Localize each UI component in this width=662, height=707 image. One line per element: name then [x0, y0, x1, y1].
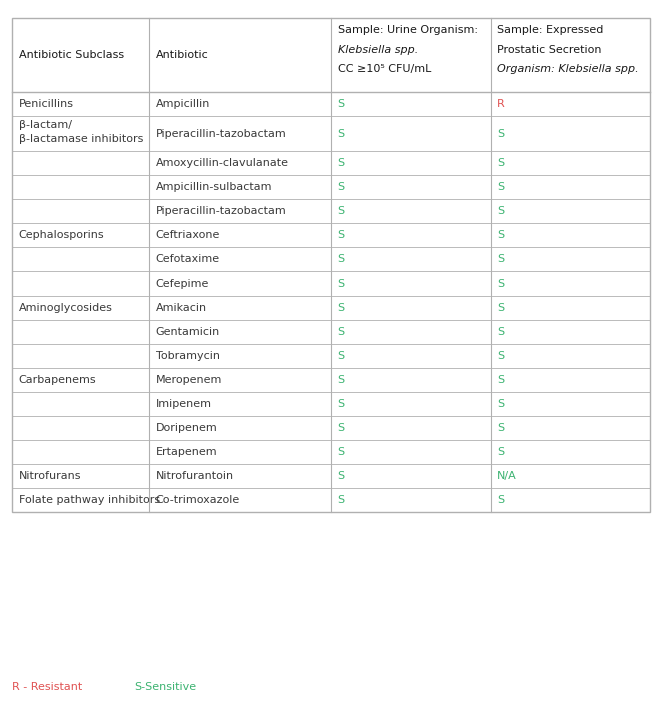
Text: S: S	[338, 303, 345, 312]
Text: CC ≥10⁵ CFU/mL: CC ≥10⁵ CFU/mL	[338, 64, 431, 74]
Text: Imipenem: Imipenem	[156, 399, 212, 409]
Text: S: S	[338, 206, 345, 216]
Text: S: S	[497, 279, 504, 288]
Text: Ampicillin: Ampicillin	[156, 99, 210, 109]
Text: Organism: Klebsiella spp.: Organism: Klebsiella spp.	[497, 64, 639, 74]
Text: Penicillins: Penicillins	[19, 99, 73, 109]
Text: S: S	[338, 375, 345, 385]
Text: S: S	[497, 399, 504, 409]
Text: Amoxycillin-clavulanate: Amoxycillin-clavulanate	[156, 158, 289, 168]
Text: Meropenem: Meropenem	[156, 375, 222, 385]
Text: N/A: N/A	[497, 471, 517, 481]
Text: S: S	[497, 158, 504, 168]
Text: S: S	[338, 158, 345, 168]
Text: Prostatic Secretion: Prostatic Secretion	[497, 45, 602, 54]
Text: S: S	[497, 206, 504, 216]
Text: R: R	[497, 99, 505, 109]
Text: Piperacillin-tazobactam: Piperacillin-tazobactam	[156, 206, 287, 216]
Text: Co-trimoxazole: Co-trimoxazole	[156, 495, 240, 505]
Text: Amikacin: Amikacin	[156, 303, 207, 312]
Text: Ertapenem: Ertapenem	[156, 447, 217, 457]
Text: S: S	[497, 447, 504, 457]
Text: S: S	[338, 327, 345, 337]
Text: S: S	[338, 399, 345, 409]
Text: Aminoglycosides: Aminoglycosides	[19, 303, 113, 312]
Text: Folate pathway inhibitors: Folate pathway inhibitors	[19, 495, 160, 505]
Text: Nitrofurantoin: Nitrofurantoin	[156, 471, 234, 481]
Text: S: S	[338, 495, 345, 505]
Text: Antibiotic Subclass: Antibiotic Subclass	[19, 49, 124, 60]
Text: S: S	[338, 279, 345, 288]
Text: S: S	[338, 230, 345, 240]
Text: Piperacillin-tazobactam: Piperacillin-tazobactam	[156, 129, 287, 139]
Text: S: S	[338, 129, 345, 139]
Text: S: S	[338, 182, 345, 192]
Text: R - Resistant: R - Resistant	[12, 682, 82, 692]
Text: S-Sensitive: S-Sensitive	[134, 682, 197, 692]
Text: S: S	[497, 230, 504, 240]
Text: S: S	[338, 447, 345, 457]
Text: S: S	[497, 182, 504, 192]
Text: Doripenem: Doripenem	[156, 423, 218, 433]
Text: Klebsiella spp.: Klebsiella spp.	[338, 45, 418, 54]
Text: S: S	[338, 423, 345, 433]
Text: Cephalosporins: Cephalosporins	[19, 230, 104, 240]
Text: Sample: Expressed: Sample: Expressed	[497, 25, 604, 35]
Text: S: S	[497, 255, 504, 264]
Text: Tobramycin: Tobramycin	[156, 351, 220, 361]
Text: Cefotaxime: Cefotaxime	[156, 255, 220, 264]
Text: β-lactam/: β-lactam/	[19, 120, 71, 130]
Text: Nitrofurans: Nitrofurans	[19, 471, 81, 481]
Text: Ampicillin-sulbactam: Ampicillin-sulbactam	[156, 182, 272, 192]
Text: Carbapenems: Carbapenems	[19, 375, 96, 385]
Text: Gentamicin: Gentamicin	[156, 327, 220, 337]
Text: β-lactamase inhibitors: β-lactamase inhibitors	[19, 134, 143, 144]
Text: Ceftriaxone: Ceftriaxone	[156, 230, 220, 240]
Text: S: S	[497, 351, 504, 361]
Text: Sample: Urine Organism:: Sample: Urine Organism:	[338, 25, 477, 35]
Text: S: S	[338, 471, 345, 481]
Text: S: S	[497, 423, 504, 433]
Text: S: S	[338, 99, 345, 109]
Bar	[12, 18, 650, 512]
Text: S: S	[497, 129, 504, 139]
Text: S: S	[497, 303, 504, 312]
Text: S: S	[497, 495, 504, 505]
Text: Antibiotic: Antibiotic	[156, 49, 209, 60]
Text: S: S	[497, 327, 504, 337]
Text: S: S	[497, 375, 504, 385]
Text: Cefepime: Cefepime	[156, 279, 209, 288]
Text: S: S	[338, 255, 345, 264]
Text: S: S	[338, 351, 345, 361]
